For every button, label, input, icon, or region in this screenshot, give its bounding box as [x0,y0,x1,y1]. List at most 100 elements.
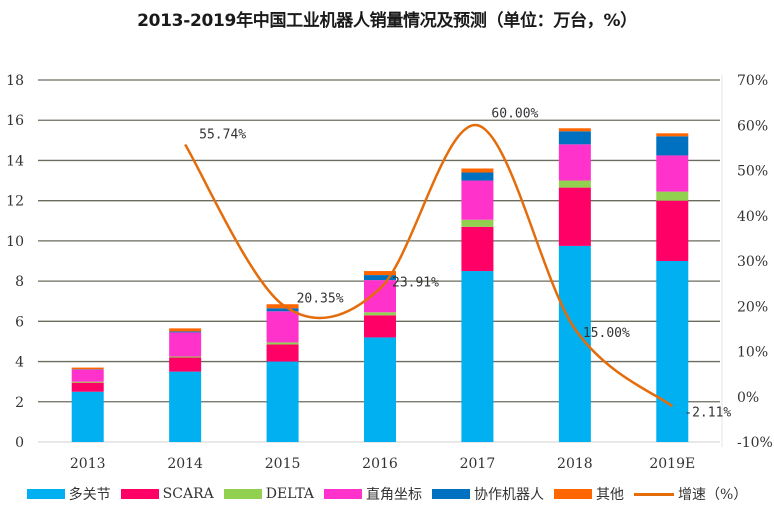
legend-color-swatch [554,489,593,499]
y-left-tick-label: 6 [15,314,24,330]
y-right-tick-label: -10% [737,435,773,451]
legend-item: 其他 [554,484,624,504]
growth-line [184,123,674,408]
bar-segment [656,261,689,442]
legend-label: 协作机器人 [474,487,545,503]
growth-data-label: 20.35% [297,292,344,307]
growth-data-label: 23.91% [392,276,439,291]
y-left-tick-label: 2 [15,395,24,411]
bar-segment [71,382,104,392]
bar-segment [656,136,689,156]
bar-segment [364,275,396,281]
y-right-tick-label: 0% [737,390,759,406]
bar-segment [656,133,689,137]
legend-label: DELTA [265,486,315,502]
y-left-tick-label: 4 [15,355,24,371]
x-tick-label: 2018 [557,456,593,472]
y-left-tick-label: 8 [15,274,24,290]
x-tick-label: 2015 [265,456,301,472]
bar-segment [71,369,104,382]
y-right-tick-label: 70% [737,73,768,89]
bar-segment [266,304,299,309]
y-right-tick-label: 10% [737,345,768,361]
growth-data-label: 15.00% [583,326,630,341]
y-left-tick-label: 18 [6,73,24,89]
bar-segment [266,311,299,343]
bar-segment [558,180,591,188]
bar-segment [71,381,104,383]
bar-segment [266,308,299,312]
legend-label: SCARA [162,486,214,502]
bar-segment [461,271,494,442]
bar-series [71,128,689,442]
bar-segment [656,200,689,261]
bar-segment [169,357,202,372]
bar-segment [364,271,396,276]
growth-data-label: 55.74% [199,128,246,143]
bar-segment [461,219,494,227]
legend-item: SCARA [120,486,214,502]
y-right-tick-label: 30% [737,254,768,270]
legend-item: 直角坐标 [324,484,422,504]
growth-data-label: 60.00% [491,106,538,121]
bar-segment [656,155,689,192]
bar-segment [266,342,299,345]
y-right-tick-label: 40% [737,209,768,225]
legend-color-swatch [432,489,471,499]
bar-segment [266,361,299,442]
legend-item: 增速（%） [634,484,747,504]
growth-line-series [184,123,674,408]
bar-segment [364,315,396,338]
x-tick-label: 2019E [649,456,695,472]
y-right-tick-label: 50% [737,164,768,180]
bar-segment [461,226,494,272]
bar-segment [364,337,396,442]
bar-segment [169,332,202,357]
legend-label: 其他 [596,487,625,503]
bar-segment [266,344,299,362]
bar-segment [169,328,202,332]
bar-segment [71,367,104,370]
right-axis-ticks: -10% 0% 10% 20% 30% 40% 50% 60% 70% [721,73,773,451]
bar-segment [461,168,494,173]
x-tick-label: 2017 [460,456,496,472]
bar-segment [558,187,591,246]
bar-segment [169,331,202,333]
x-axis-ticks: 2013 2014 2015 2016 2017 2018 2019E [70,456,695,472]
legend-color-swatch [324,489,363,499]
x-tick-label: 2014 [167,456,203,472]
bar-segment [558,128,591,132]
bar-segment [71,391,104,442]
bar-segment [461,180,494,220]
bar-segment [558,131,591,145]
legend-item: 多关节 [26,484,111,504]
y-left-tick-label: 16 [6,113,24,129]
legend-color-swatch [120,489,159,499]
legend-label: 多关节 [68,487,111,503]
x-tick-label: 2013 [70,456,106,472]
legend-color-swatch [26,489,65,499]
bar-segment [656,191,689,201]
chart-title: 2013-2019年中国工业机器人销量情况及预测（单位：万台，%） [137,11,637,31]
y-left-tick-label: 12 [6,194,24,210]
legend-label: 增速（%） [678,487,748,503]
legend-line-swatch [634,492,675,496]
legend-label: 直角坐标 [366,487,423,503]
y-left-tick-label: 14 [6,153,24,169]
y-right-tick-label: 20% [737,299,768,315]
y-left-tick-label: 10 [6,234,24,250]
bar-segment [169,356,202,358]
left-axis-ticks: 0 2 4 6 8 10 12 14 16 18 [6,73,24,451]
bar-segment [364,312,396,316]
y-right-tick-label: 60% [737,118,768,134]
bar-segment [169,371,202,442]
y-left-tick-label: 0 [15,435,24,451]
bar-segment [461,172,494,181]
legend-item: DELTA [223,486,315,502]
bar-segment [558,144,591,181]
legend-color-swatch [223,489,262,499]
data-labels: 55.74% 20.35% 23.91% 60.00% 15.00% -2.11% [199,106,731,420]
x-tick-label: 2016 [362,456,398,472]
legend-item: 协作机器人 [432,484,544,504]
